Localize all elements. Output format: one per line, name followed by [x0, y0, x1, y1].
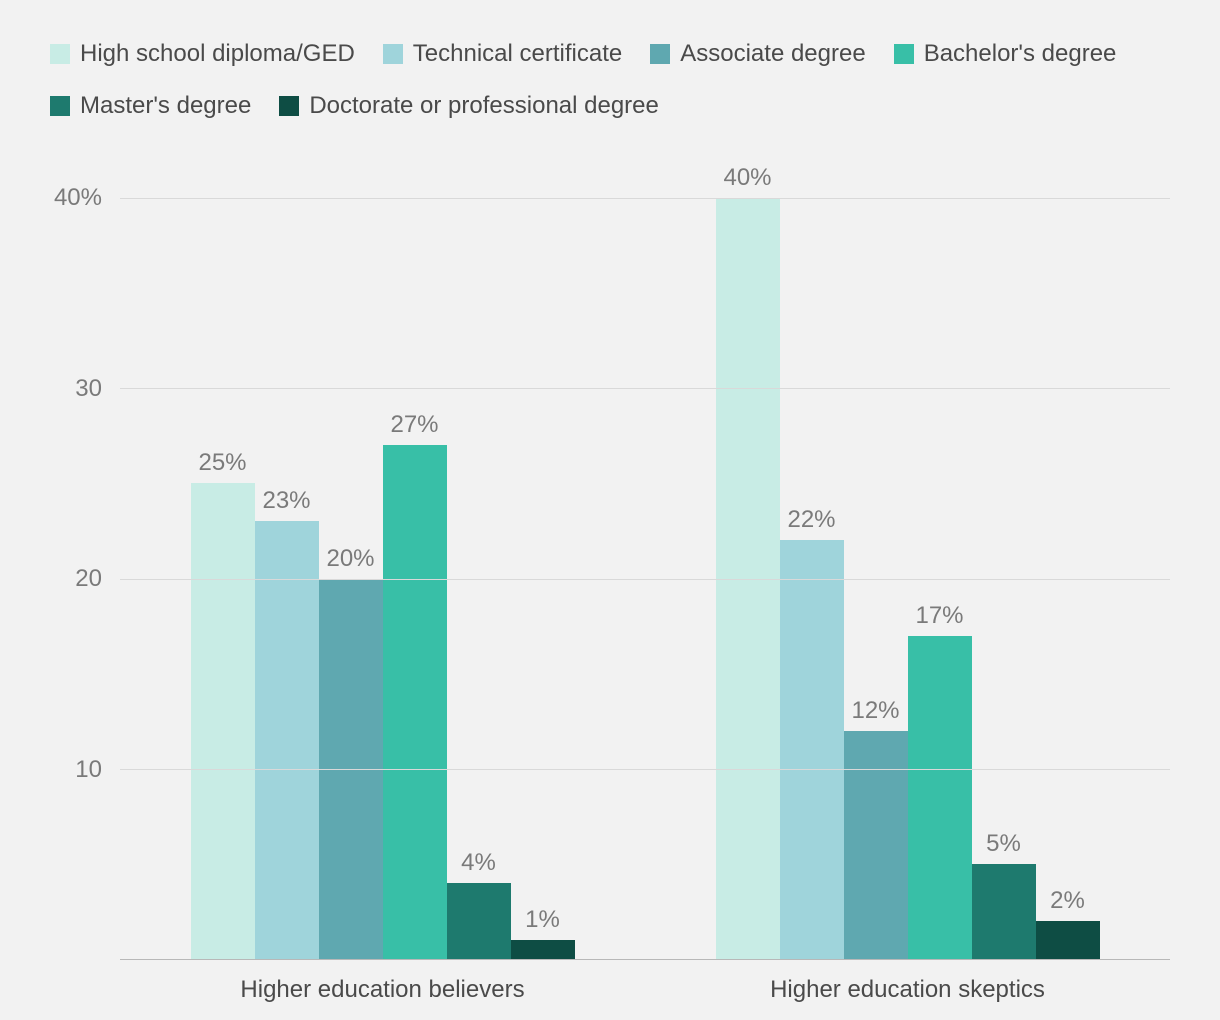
bar-value-label: 40%: [723, 164, 771, 192]
chart-container: High school diploma/GED Technical certifi…: [0, 0, 1220, 1020]
legend-swatch: [279, 96, 299, 116]
bar-value-label: 4%: [461, 849, 496, 877]
legend-swatch: [650, 44, 670, 64]
bar-wrap: 23%: [255, 160, 319, 959]
plot-wrapper: 10 20 30 40% 25% 23% 20% 27% 4% 1% 40% 22% 12% 17% 5%…: [50, 160, 1170, 960]
gridline: [120, 579, 1170, 580]
bar-groups: 25% 23% 20% 27% 4% 1% 40% 22% 12% 17% 5% 2%: [120, 160, 1170, 959]
bar-value-label: 23%: [262, 487, 310, 515]
bar-wrap: 2%: [1036, 160, 1100, 959]
legend: High school diploma/GED Technical certifi…: [50, 40, 1170, 120]
y-tick-label: 10: [75, 756, 102, 784]
bar: [383, 445, 447, 959]
bar-wrap: 1%: [511, 160, 575, 959]
legend-swatch: [50, 44, 70, 64]
y-tick-label: 20: [75, 565, 102, 593]
gridline: [120, 198, 1170, 199]
legend-label: Master's degree: [80, 92, 251, 120]
bar-group: 40% 22% 12% 17% 5% 2%: [645, 160, 1170, 959]
bar-wrap: 4%: [447, 160, 511, 959]
legend-label: Associate degree: [680, 40, 865, 68]
bar: [1036, 921, 1100, 959]
bar-value-label: 2%: [1050, 887, 1085, 915]
bar-wrap: 20%: [319, 160, 383, 959]
bar: [511, 940, 575, 959]
bar-value-label: 27%: [390, 411, 438, 439]
bar-value-label: 25%: [198, 449, 246, 477]
bar-value-label: 12%: [851, 697, 899, 725]
legend-item: Associate degree: [650, 40, 865, 68]
bar: [255, 521, 319, 959]
bar: [447, 883, 511, 959]
bar: [780, 540, 844, 959]
bar: [972, 864, 1036, 959]
bar-wrap: 12%: [844, 160, 908, 959]
legend-item: Bachelor's degree: [894, 40, 1117, 68]
bar-wrap: 17%: [908, 160, 972, 959]
y-tick-label: 30: [75, 375, 102, 403]
bars-cluster: 40% 22% 12% 17% 5% 2%: [716, 160, 1100, 959]
bar: [191, 483, 255, 959]
bar-wrap: 22%: [780, 160, 844, 959]
bar-group: 25% 23% 20% 27% 4% 1%: [120, 160, 645, 959]
legend-item: Technical certificate: [383, 40, 622, 68]
x-category-label: Higher education skeptics: [645, 976, 1170, 1004]
x-category-label: Higher education believers: [120, 976, 645, 1004]
bar-wrap: 40%: [716, 160, 780, 959]
bar-wrap: 5%: [972, 160, 1036, 959]
plot-area: 25% 23% 20% 27% 4% 1% 40% 22% 12% 17% 5% 2%: [120, 160, 1170, 960]
legend-item: High school diploma/GED: [50, 40, 355, 68]
legend-label: Technical certificate: [413, 40, 622, 68]
bar-value-label: 22%: [787, 506, 835, 534]
legend-label: Bachelor's degree: [924, 40, 1117, 68]
legend-label: High school diploma/GED: [80, 40, 355, 68]
legend-item: Doctorate or professional degree: [279, 92, 659, 120]
legend-swatch: [50, 96, 70, 116]
bar: [908, 636, 972, 959]
y-tick-label: 40%: [54, 184, 102, 212]
gridline: [120, 769, 1170, 770]
legend-swatch: [383, 44, 403, 64]
legend-swatch: [894, 44, 914, 64]
bars-cluster: 25% 23% 20% 27% 4% 1%: [191, 160, 575, 959]
bar-value-label: 20%: [326, 545, 374, 573]
legend-label: Doctorate or professional degree: [309, 92, 659, 120]
bar: [844, 731, 908, 959]
bar-value-label: 5%: [986, 830, 1021, 858]
bar-value-label: 1%: [525, 906, 560, 934]
bar-value-label: 17%: [915, 602, 963, 630]
bar-wrap: 25%: [191, 160, 255, 959]
x-axis: Higher education believersHigher educati…: [120, 976, 1170, 1004]
legend-item: Master's degree: [50, 92, 251, 120]
gridline: [120, 388, 1170, 389]
bar-wrap: 27%: [383, 160, 447, 959]
y-axis: 10 20 30 40%: [50, 160, 120, 960]
